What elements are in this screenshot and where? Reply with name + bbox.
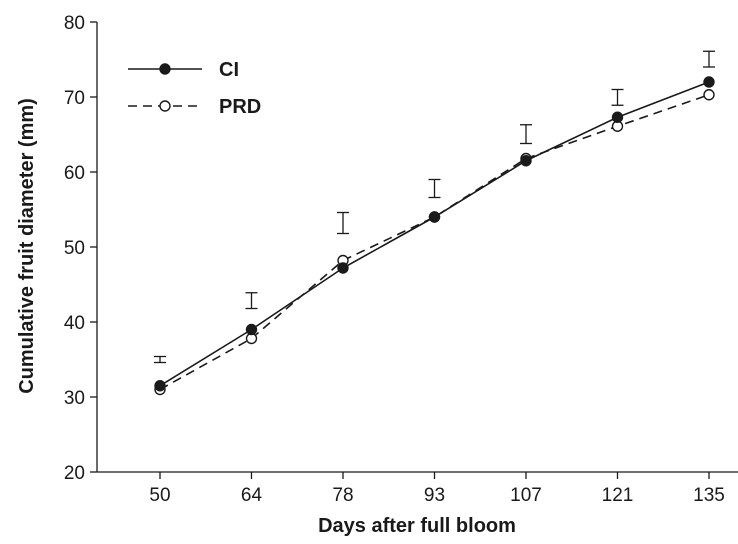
- error-bar: [428, 178, 441, 199]
- data-point-ci: [154, 380, 166, 392]
- series-line-ci: [159, 81, 710, 387]
- legend-label: CI: [219, 59, 239, 81]
- data-point-ci: [337, 262, 349, 274]
- data-point-ci: [428, 211, 441, 223]
- axes: [96, 22, 738, 473]
- y-tick-label: 30: [64, 388, 85, 409]
- data-point-ci: [520, 155, 532, 167]
- series-line-prd: [159, 93, 710, 391]
- data-point-ci: [245, 323, 258, 336]
- legend: CI PRD: [128, 59, 261, 118]
- y-tick-label: 40: [64, 313, 85, 334]
- x-tick-label: 50: [149, 485, 170, 506]
- error-bar: [520, 124, 532, 145]
- y-tick-label: 80: [64, 13, 85, 34]
- error-bar: [611, 88, 624, 106]
- y-axis-title: Cumulative fruit diameter (mm): [16, 98, 38, 394]
- y-tick-label: 60: [64, 163, 85, 184]
- error-bars: [154, 50, 715, 364]
- x-axis-ticks: 50 64 78 93 107 121 135: [149, 472, 725, 506]
- error-bar: [703, 50, 715, 68]
- x-tick-label: 78: [332, 485, 353, 506]
- data-point-ci: [703, 76, 715, 88]
- x-tick-label: 135: [693, 485, 725, 506]
- legend-item-prd: PRD: [128, 96, 261, 118]
- legend-marker: [159, 100, 171, 112]
- x-tick-label: 64: [241, 485, 263, 506]
- x-tick-label: 121: [602, 485, 634, 506]
- x-tick-label: 93: [424, 485, 445, 506]
- legend-item-ci: CI: [128, 59, 239, 81]
- x-axis-title: Days after full bloom: [318, 515, 516, 537]
- series-ci: [154, 76, 715, 392]
- x-tick-label: 107: [510, 485, 542, 506]
- y-axis-ticks: 20 30 40 50 60 70 80: [64, 13, 97, 484]
- error-bar: [337, 211, 349, 235]
- error-bar: [245, 292, 258, 310]
- y-tick-label: 50: [64, 238, 85, 259]
- legend-marker: [159, 63, 171, 75]
- data-point-ci: [611, 111, 624, 123]
- error-bar: [154, 355, 166, 364]
- y-tick-label: 70: [64, 88, 85, 109]
- legend-label: PRD: [219, 96, 261, 118]
- y-tick-label: 20: [64, 463, 85, 484]
- series-layer: [154, 76, 715, 396]
- data-point-prd: [703, 89, 715, 101]
- series-prd: [154, 89, 715, 396]
